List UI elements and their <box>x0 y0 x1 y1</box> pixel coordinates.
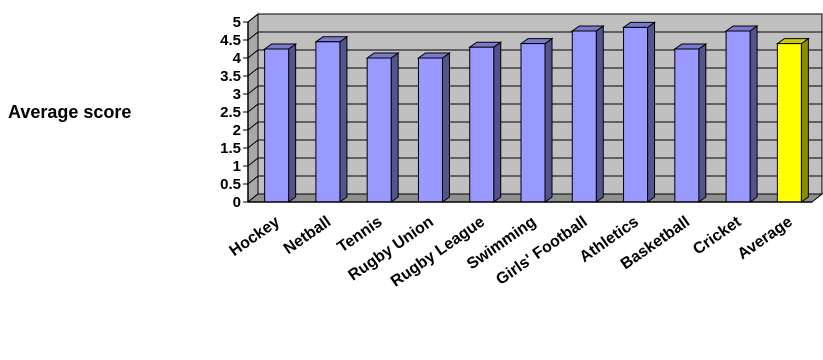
bar-athletics <box>621 21 657 203</box>
y-tick-label: 1.5 <box>220 140 241 157</box>
axes <box>247 22 812 203</box>
y-tick-label: 5 <box>233 14 241 31</box>
x-category-label: Average <box>735 213 796 263</box>
x-category-label: Hockey <box>227 213 283 260</box>
y-tick-label: 3.5 <box>220 68 241 85</box>
bar-rugby-union <box>416 52 452 203</box>
y-tick-labels: 00.511.522.533.544.55 <box>220 14 242 211</box>
y-tick-label: 4 <box>233 50 242 67</box>
bars <box>263 21 810 203</box>
y-tick-label: 4.5 <box>220 32 241 49</box>
bar-basketball <box>673 43 708 203</box>
gridline <box>247 13 822 23</box>
x-category-label: Girls' Football <box>493 213 590 288</box>
bar-netball <box>314 35 349 203</box>
y-tick-label: 3 <box>233 86 241 103</box>
y-tick-label: 0.5 <box>220 176 241 193</box>
x-category-label: Netball <box>281 213 334 258</box>
y-tick-label: 0 <box>233 194 241 211</box>
bar-average <box>775 37 810 203</box>
bar-tennis <box>365 52 400 203</box>
bar-swimming <box>519 37 554 203</box>
y-tick-label: 2 <box>233 122 241 139</box>
y-tick-label: 2.5 <box>220 104 241 121</box>
y-axis-label: Average score <box>8 102 131 122</box>
bar-girls-football <box>570 25 605 203</box>
bar-cricket <box>724 25 759 203</box>
y-tick-label: 1 <box>233 158 241 175</box>
bar-rugby-league <box>468 41 503 203</box>
bar-hockey <box>263 43 298 203</box>
